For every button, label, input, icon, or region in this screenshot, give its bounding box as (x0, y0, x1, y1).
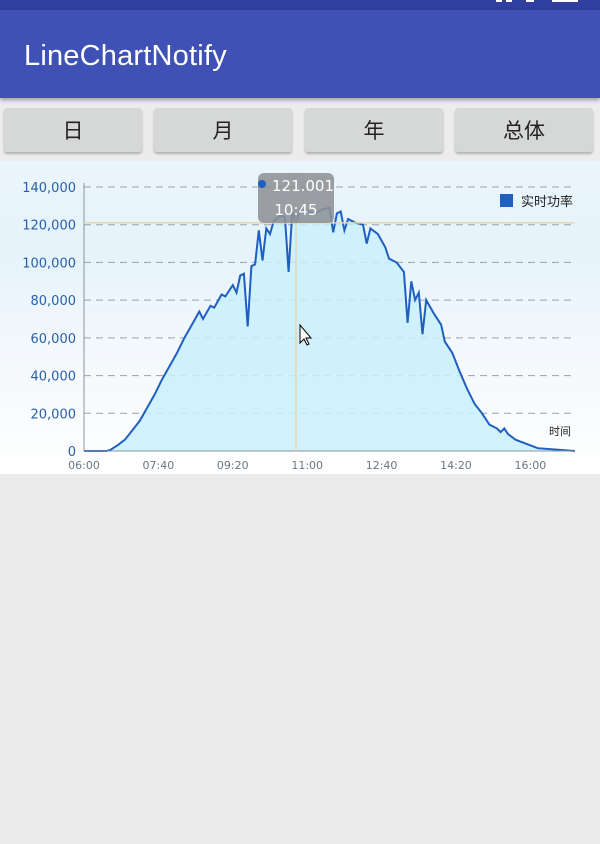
series-area (84, 207, 575, 451)
tooltip-time: 10:45 (274, 201, 317, 219)
app-bar: LineChartNotify (0, 10, 600, 98)
status-icons (496, 0, 586, 8)
tooltip-dot (258, 180, 266, 188)
signal-icon (496, 0, 578, 2)
period-tabs: 日 月 年 总体 (0, 104, 600, 156)
tab-total[interactable]: 总体 (455, 108, 593, 152)
axes (83, 183, 575, 452)
tick-labels: 0 20,000 40,000 60,000 80,000 100,000 120,000 1… (22, 181, 546, 472)
x-tick-label: 06:00 (68, 459, 100, 472)
x-tick-label: 14:20 (440, 459, 472, 472)
cursor-pointer (299, 323, 313, 346)
y-tick-label: 40,000 (31, 370, 77, 385)
x-tick-label: 07:40 (143, 459, 175, 472)
tab-year[interactable]: 年 (305, 108, 443, 152)
tab-month[interactable]: 月 (154, 108, 292, 152)
y-tick-label: 80,000 (31, 294, 77, 309)
x-tick-label: 09:20 (217, 459, 249, 472)
y-tick-label: 60,000 (31, 332, 77, 347)
y-tick-label: 20,000 (31, 407, 77, 422)
chart-svg[interactable]: 0 20,000 40,000 60,000 80,000 100,000 120,000 1… (0, 161, 600, 474)
legend: 实时功率 (500, 194, 573, 210)
legend-label: 实时功率 (521, 194, 573, 210)
tooltip-value: 121.001 (272, 177, 334, 195)
x-axis-title: 时间 (549, 425, 571, 438)
tab-day[interactable]: 日 (4, 108, 142, 152)
status-bar (0, 0, 600, 10)
y-tick-label: 0 (68, 445, 76, 460)
tooltip-box (258, 173, 334, 223)
x-tick-label: 11:00 (291, 459, 323, 472)
y-tick-label: 140,000 (22, 181, 76, 196)
y-tick-label: 120,000 (22, 219, 76, 234)
app-title: LineChartNotify (24, 40, 227, 72)
tooltip: 121.001 10:45 (258, 173, 334, 223)
line-chart[interactable]: 0 20,000 40,000 60,000 80,000 100,000 120,000 1… (0, 161, 600, 474)
y-tick-label: 100,000 (22, 256, 76, 271)
x-tick-label: 16:00 (515, 459, 547, 472)
x-tick-label: 12:40 (366, 459, 398, 472)
legend-swatch (500, 194, 513, 207)
